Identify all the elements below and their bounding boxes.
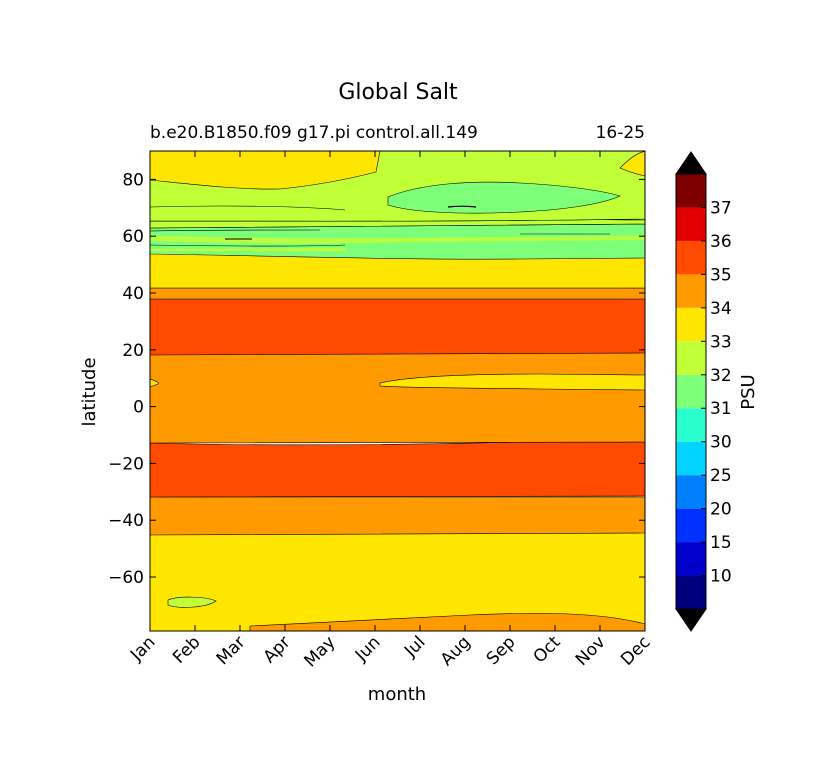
- plot-frame: [149, 150, 646, 632]
- band-north-mid: [150, 287, 645, 300]
- x-tick-label: Jan: [126, 632, 159, 665]
- x-tick-label: Jul: [400, 632, 429, 661]
- x-tick-label: Mar: [213, 632, 250, 669]
- x-tick-label: Aug: [437, 632, 475, 670]
- band-south-mid: [150, 496, 645, 536]
- band-arctic-yellow-strip: [150, 205, 346, 211]
- colorbar-tick-label: 20: [710, 500, 732, 520]
- y-tick-label: 60: [122, 227, 144, 247]
- colorbar-tick-label: 35: [710, 265, 732, 285]
- band-subpolar-greenyellow-2: [150, 248, 345, 251]
- colorbar-frame: [675, 173, 707, 610]
- subpolar-detail-3: [150, 244, 346, 247]
- subpolar-detail-4: [150, 229, 321, 232]
- y-tick-label: 40: [122, 284, 144, 304]
- colorbar-tick-label: 32: [710, 366, 732, 386]
- colorbar-label: PSU: [738, 374, 759, 409]
- colorbar-segment: [676, 307, 706, 342]
- colorbar-segment: [676, 508, 706, 543]
- x-tick-label: Feb: [169, 632, 204, 667]
- x-tick-label: May: [301, 632, 340, 671]
- x-tick-label: Oct: [530, 632, 565, 667]
- chart-title: Global Salt: [338, 80, 458, 105]
- band-arctic-corner: [619, 151, 645, 177]
- y-tick-label: −20: [108, 454, 144, 474]
- y-tick-label: 20: [122, 341, 144, 361]
- colorbar-segment: [676, 274, 706, 308]
- colorbar-tick-label: 33: [710, 332, 732, 352]
- x-tick-label: Jun: [351, 632, 385, 666]
- y-axis: −60 −40 −20 0 20 40 60 80: [108, 170, 645, 588]
- colorbar-tick-label: 36: [710, 232, 732, 252]
- colorbar-tick-label: 25: [710, 466, 732, 486]
- band-arctic-top-yellow: [150, 151, 381, 190]
- colorbar-tick-label: 10: [710, 567, 732, 587]
- contour-equatorial-tongue: [379, 373, 645, 391]
- band-arctic-green-blob: [387, 181, 621, 214]
- band-north-subtropic: [150, 298, 645, 356]
- contour-south-blob: [167, 596, 217, 608]
- band-subpolar-greenyellow: [150, 236, 645, 244]
- colorbar-tick-label: 34: [710, 299, 732, 319]
- colorbar-segment: [676, 207, 706, 241]
- colorbar-segment: [676, 408, 706, 442]
- colorbar-segment: [676, 174, 706, 208]
- chart-subtitle-left: b.e20.B1850.f09 g17.pi control.all.149: [150, 123, 478, 143]
- colorbar-segment: [676, 374, 706, 409]
- colorbar-tick-label: 37: [710, 198, 732, 218]
- colorbar-segment: [676, 542, 706, 576]
- x-tick-label: Apr: [260, 632, 295, 667]
- colorbar-tick-label: 15: [710, 533, 732, 553]
- contour-south-edge: [249, 613, 645, 631]
- contour-west-notch: [150, 378, 159, 388]
- band-south-subtropic: [150, 441, 645, 498]
- colorbar-tick-label: 30: [710, 433, 732, 453]
- y-tick-label: −40: [108, 511, 144, 531]
- colorbar-tick-label: 31: [710, 399, 732, 419]
- colorbar-segment: [676, 240, 706, 275]
- y-tick-label: 0: [133, 398, 144, 418]
- x-axis-label: month: [368, 684, 426, 705]
- x-tick-label: Dec: [617, 632, 654, 669]
- chart-subtitle-right: 16-25: [596, 123, 645, 143]
- band-arctic-dark-dash: [447, 205, 477, 208]
- colorbar-segment: [676, 441, 706, 476]
- colorbar-extend-top: [675, 151, 707, 175]
- contour-plot-area: [150, 151, 645, 631]
- colorbar-segment: [676, 341, 706, 375]
- colorbar-segment: [676, 475, 706, 509]
- x-tick-label: Sep: [483, 632, 520, 669]
- y-axis-label: latitude: [79, 357, 100, 426]
- x-tick-label: Nov: [572, 632, 610, 670]
- y-tick-label: 80: [122, 170, 144, 190]
- band-equatorial: [150, 351, 645, 444]
- colorbar: 10 15 20 25 30 31 32 33 34 35 36 37: [675, 151, 732, 632]
- colorbar-segment: [676, 575, 706, 609]
- y-tick-label: −60: [108, 568, 144, 588]
- colorbar-extend-bottom: [675, 608, 707, 632]
